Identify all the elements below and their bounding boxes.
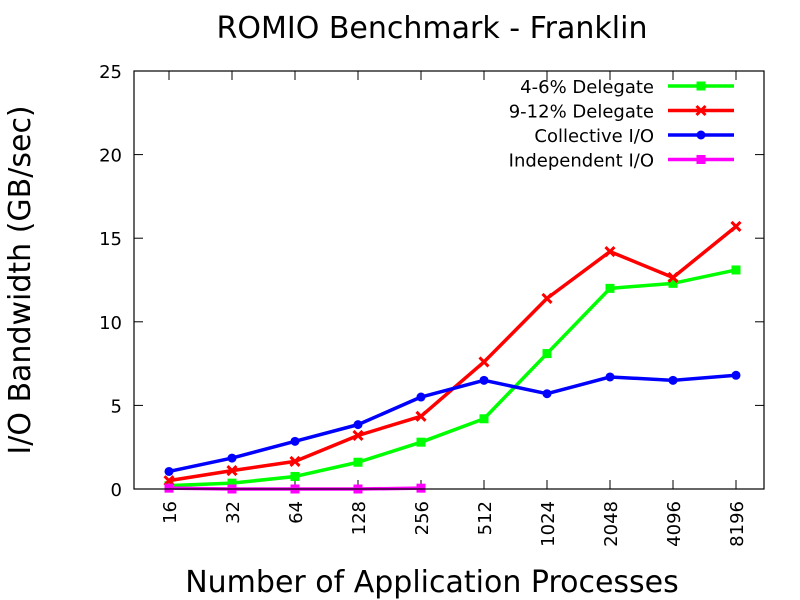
y-axis-label: I/O Bandwidth (GB/sec) xyxy=(3,105,38,454)
data-point xyxy=(604,246,616,258)
data-point xyxy=(542,389,552,399)
x-tick-label: 32 xyxy=(223,501,244,524)
data-point xyxy=(352,429,364,442)
legend-marker xyxy=(695,104,707,117)
data-point xyxy=(416,483,426,493)
chart-title: ROMIO Benchmark - Franklin xyxy=(217,11,648,46)
data-point xyxy=(290,471,300,481)
legend-label: Independent I/O xyxy=(509,151,654,172)
x-tick-label: 4096 xyxy=(664,501,685,547)
series-collective-i-o xyxy=(164,370,741,476)
data-point xyxy=(605,372,615,382)
x-tick-label: 1024 xyxy=(538,501,559,547)
data-point xyxy=(668,278,678,288)
data-point xyxy=(353,457,363,467)
series-line xyxy=(168,268,737,488)
data-point xyxy=(163,475,175,487)
y-tick-label: 20 xyxy=(99,146,122,167)
x-tick-label: 8196 xyxy=(727,501,748,547)
data-point xyxy=(227,453,237,463)
data-point xyxy=(542,349,552,359)
x-tick-label: 256 xyxy=(412,501,433,535)
data-point xyxy=(289,455,301,467)
data-point xyxy=(668,375,678,385)
legend-item: 4-6% Delegate xyxy=(520,77,734,98)
series-line xyxy=(168,373,737,474)
legend-marker xyxy=(696,81,706,91)
legend-label: 9-12% Delegate xyxy=(509,102,654,123)
legend-label: 4-6% Delegate xyxy=(520,77,654,98)
y-tick-label: 5 xyxy=(111,396,122,417)
data-point xyxy=(164,483,174,493)
data-point xyxy=(227,478,237,488)
data-point xyxy=(731,370,741,380)
y-tick-label: 0 xyxy=(111,480,122,501)
x-tick-label: 128 xyxy=(349,501,370,535)
data-point xyxy=(730,220,742,233)
legend-marker xyxy=(696,130,706,140)
legend-item: Independent I/O xyxy=(509,151,734,172)
data-point xyxy=(416,392,426,402)
x-tick-label: 2048 xyxy=(601,501,622,547)
legend-item: 9-12% Delegate xyxy=(509,102,734,123)
data-point xyxy=(416,437,426,447)
data-point xyxy=(478,356,490,368)
legend: 4-6% Delegate 9-12% Delegate Collective I/… xyxy=(509,77,734,172)
data-point xyxy=(667,271,679,284)
x-tick-label: 16 xyxy=(160,501,181,524)
x-tick-label: 512 xyxy=(475,501,496,535)
data-point xyxy=(541,292,553,304)
data-point xyxy=(479,375,489,385)
data-point xyxy=(731,265,741,275)
axis-ticks: 0 5 10 15 20 25 16 32 64 128 256 512 1024 2048 4096 819… xyxy=(99,62,764,547)
x-axis-label: Number of Application Processes xyxy=(185,565,679,600)
y-tick-label: 10 xyxy=(99,313,122,334)
y-tick-label: 25 xyxy=(99,62,122,83)
data-point xyxy=(226,465,238,477)
plot-frame xyxy=(133,70,765,490)
data-point xyxy=(479,414,489,424)
y-tick-label: 15 xyxy=(99,229,122,250)
legend-item: Collective I/O xyxy=(534,126,734,147)
data-point xyxy=(605,283,615,293)
data-point xyxy=(290,436,300,446)
legend-label: Collective I/O xyxy=(534,126,654,147)
data-point xyxy=(415,410,427,422)
x-tick-label: 64 xyxy=(286,501,307,524)
data-point xyxy=(164,466,174,476)
legend-marker xyxy=(696,155,706,164)
data-point xyxy=(353,420,363,430)
